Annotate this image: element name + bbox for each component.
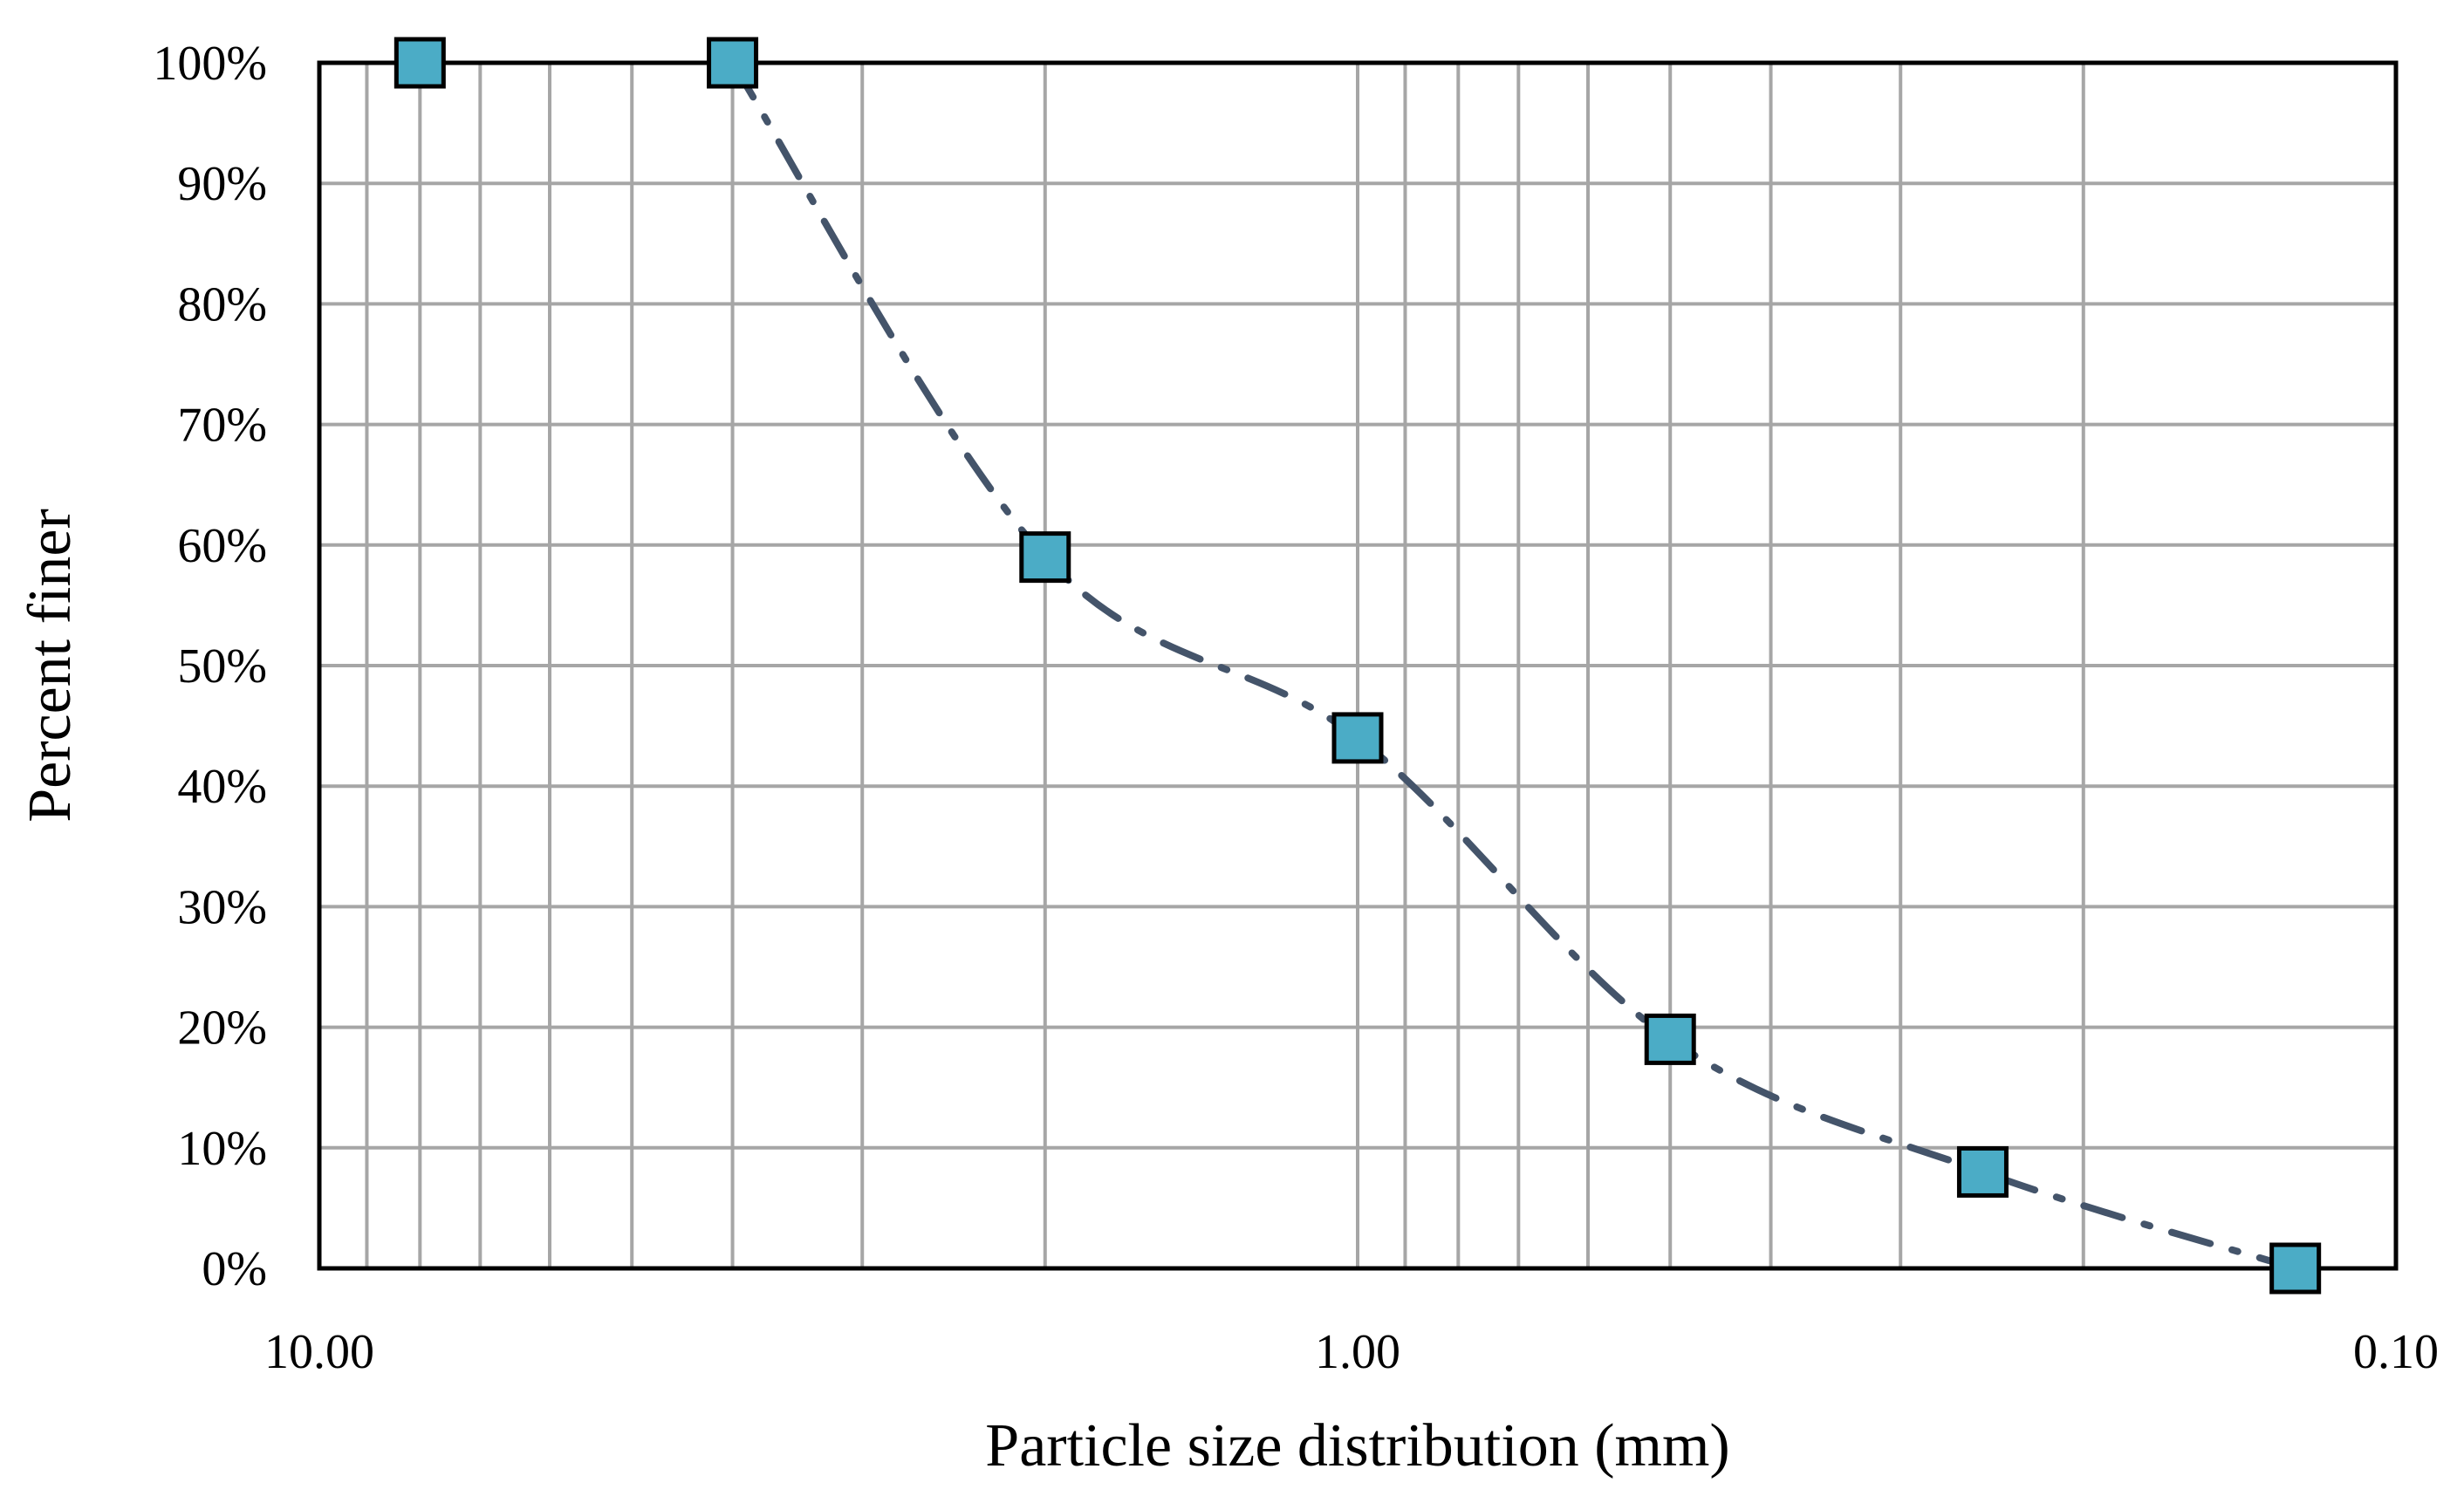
y-tick-labels: 0% 10% 20% 30% 40% 50% 60% 70% 80% 90% 100% — [153, 37, 267, 1296]
data-point — [2269, 1242, 2322, 1295]
y-tick-label: 40% — [177, 760, 267, 814]
y-tick-label: 90% — [177, 157, 267, 211]
y-axis-title: Percent finer — [17, 509, 84, 823]
y-tick-label: 30% — [177, 880, 267, 934]
y-tick-label: 70% — [177, 399, 267, 453]
x-tick-label: 1.00 — [1315, 1325, 1400, 1379]
data-point — [394, 37, 446, 89]
y-tick-label: 100% — [153, 37, 267, 91]
data-point — [707, 37, 759, 89]
y-tick-label: 10% — [177, 1122, 267, 1176]
y-tick-label: 0% — [202, 1242, 267, 1296]
plot-area-frame — [317, 60, 2399, 1271]
x-tick-label: 0.10 — [2353, 1325, 2439, 1379]
y-tick-label: 50% — [177, 639, 267, 694]
data-point — [1644, 1013, 1696, 1065]
x-axis-title: Particle size distribution (mm) — [985, 1412, 1729, 1479]
data-point — [1019, 531, 1071, 584]
x-tick-label: 10.00 — [264, 1325, 374, 1379]
y-tick-label: 20% — [177, 1001, 267, 1056]
data-point — [1331, 712, 1384, 764]
data-point — [1956, 1145, 2009, 1198]
y-tick-label: 80% — [177, 277, 267, 331]
x-tick-labels: 10.00 1.00 0.10 — [264, 1325, 2439, 1379]
y-tick-label: 60% — [177, 519, 267, 573]
data-markers — [394, 37, 2322, 1295]
